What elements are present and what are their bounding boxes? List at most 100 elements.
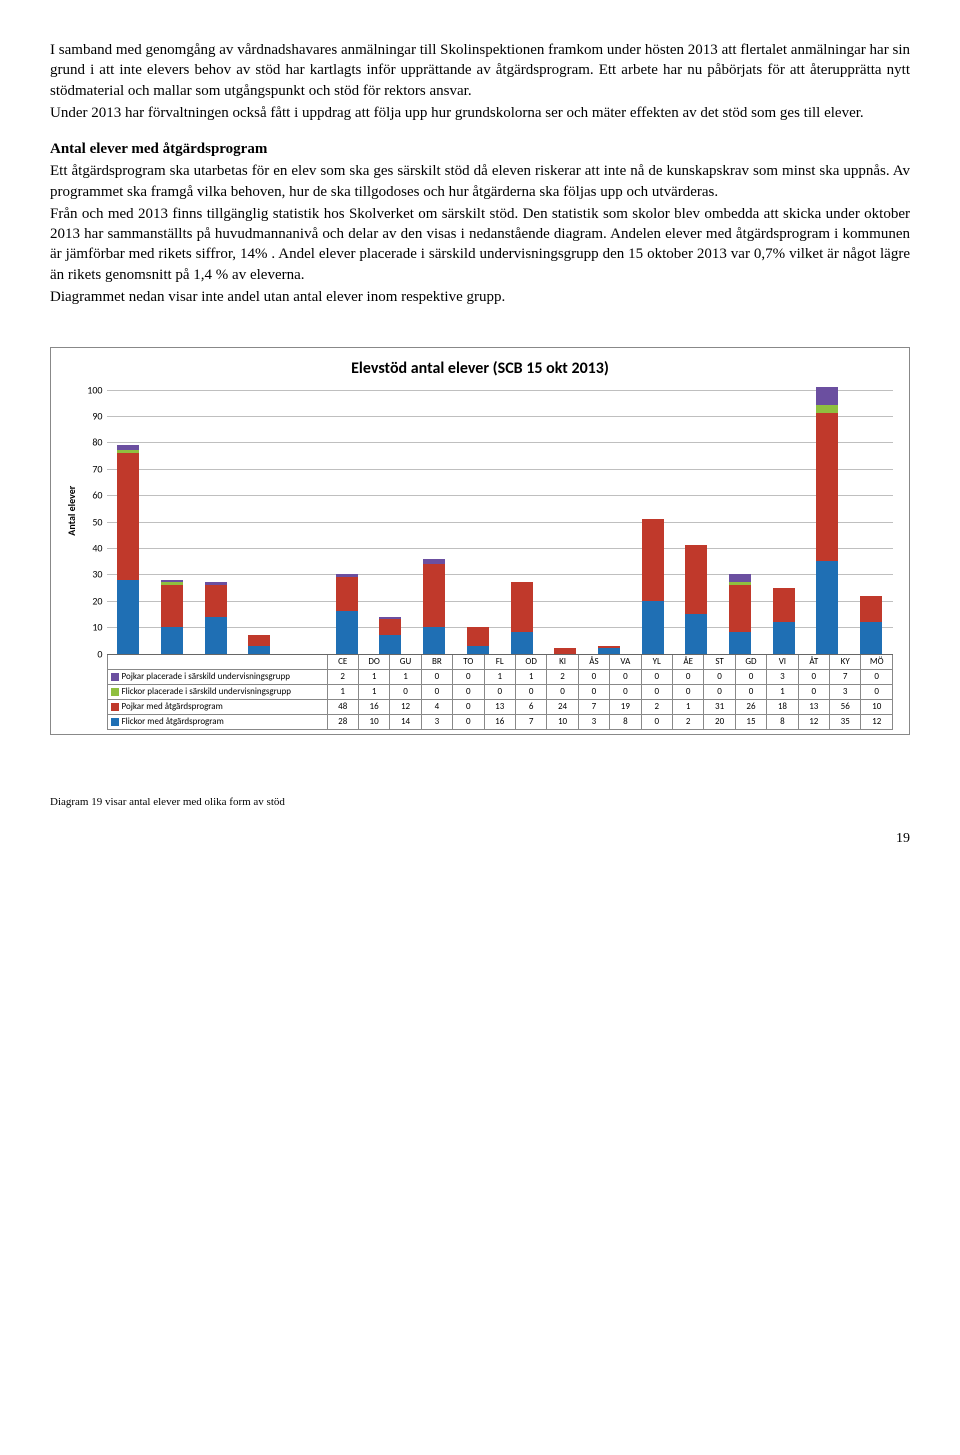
y-axis-label: Antal elever <box>61 390 79 731</box>
table-cell: 0 <box>735 669 766 684</box>
table-cell: 3 <box>767 669 798 684</box>
y-tick-label: 60 <box>81 488 103 502</box>
table-cell: 3 <box>578 715 609 730</box>
y-tick-label: 20 <box>81 594 103 608</box>
bar-segment <box>336 577 358 611</box>
bar-segment <box>685 545 707 614</box>
stacked-bar <box>248 635 270 653</box>
table-cell: 18 <box>767 700 798 715</box>
table-cell: 0 <box>610 684 641 699</box>
bar-slot <box>456 390 500 654</box>
chart-title: Elevstöd antal elever (SCB 15 okt 2013) <box>61 358 899 380</box>
bar-segment <box>467 627 489 645</box>
category-header: TO <box>453 654 484 669</box>
table-cell: 15 <box>735 715 766 730</box>
bar-segment <box>554 648 576 653</box>
y-tick-label: 90 <box>81 409 103 423</box>
table-cell: 10 <box>358 715 389 730</box>
bar-segment <box>685 614 707 654</box>
table-cell: 26 <box>735 700 766 715</box>
table-cell: 0 <box>547 684 578 699</box>
table-cell: 0 <box>578 669 609 684</box>
category-header: OD <box>515 654 546 669</box>
table-cell: 13 <box>484 700 515 715</box>
table-cell: 0 <box>641 669 672 684</box>
table-cell: 0 <box>641 684 672 699</box>
bar-slot <box>281 390 325 654</box>
category-header: BR <box>421 654 452 669</box>
table-cell: 16 <box>358 700 389 715</box>
bar-segment <box>729 574 751 582</box>
bar-segment <box>511 582 533 632</box>
stacked-bar <box>773 588 795 654</box>
table-cell: 0 <box>735 684 766 699</box>
table-cell: 0 <box>421 669 452 684</box>
bar-segment <box>248 646 270 654</box>
bar-segment <box>423 627 445 653</box>
table-cell: 0 <box>610 669 641 684</box>
y-tick-label: 70 <box>81 462 103 476</box>
table-cell: 0 <box>641 715 672 730</box>
chart-caption: Diagram 19 visar antal elever med olika … <box>50 795 910 810</box>
table-cell: 0 <box>861 684 893 699</box>
table-cell: 0 <box>421 684 452 699</box>
paragraph: Ett åtgärdsprogram ska utarbetas för en … <box>50 161 910 202</box>
table-cell: 0 <box>453 700 484 715</box>
table-cell: 19 <box>610 700 641 715</box>
table-cell: 1 <box>358 669 389 684</box>
table-cell: 0 <box>453 715 484 730</box>
bar-segment <box>642 601 664 654</box>
series-label: Flickor placerade i särskild undervisnin… <box>107 684 327 699</box>
bar-slot <box>762 390 806 654</box>
series-label: Pojkar placerade i särskild undervisning… <box>107 669 327 684</box>
table-cell: 13 <box>798 700 829 715</box>
section-heading: Antal elever med åtgärdsprogram <box>50 139 910 159</box>
series-label: Pojkar med åtgärdsprogram <box>107 700 327 715</box>
chart-data-table: CEDOGUBRTOFLODKIÅSVAYLÅESTGDVIÅTKYMÖPojk… <box>107 654 894 731</box>
table-cell: 0 <box>704 684 735 699</box>
stacked-bar <box>205 582 227 653</box>
table-cell: 24 <box>547 700 578 715</box>
bar-slot <box>412 390 456 654</box>
legend-swatch <box>111 673 119 681</box>
bar-segment <box>642 519 664 601</box>
table-cell: 3 <box>830 684 861 699</box>
table-cell: 12 <box>798 715 829 730</box>
stacked-bar <box>554 648 576 653</box>
table-cell: 2 <box>672 715 703 730</box>
table-cell: 0 <box>672 669 703 684</box>
table-cell: 7 <box>830 669 861 684</box>
page-number: 19 <box>50 830 910 849</box>
table-cell: 4 <box>421 700 452 715</box>
stacked-bar <box>423 559 445 654</box>
stacked-bar <box>117 445 139 654</box>
y-tick-label: 10 <box>81 620 103 634</box>
table-cell: 2 <box>547 669 578 684</box>
bar-segment <box>816 387 838 405</box>
stacked-bar <box>161 580 183 654</box>
bar-segment <box>467 646 489 654</box>
bar-segment <box>423 564 445 627</box>
y-tick-label: 40 <box>81 541 103 555</box>
table-cell: 0 <box>484 684 515 699</box>
table-cell: 10 <box>547 715 578 730</box>
chart-container: Elevstöd antal elever (SCB 15 okt 2013) … <box>50 347 910 735</box>
table-cell: 8 <box>610 715 641 730</box>
bar-segment <box>816 413 838 561</box>
paragraph: Under 2013 har förvaltningen också fått … <box>50 103 910 123</box>
stacked-bar <box>598 646 620 654</box>
bar-slot <box>718 390 762 654</box>
category-header: GD <box>735 654 766 669</box>
bar-slot <box>150 390 194 654</box>
stacked-bar <box>685 545 707 653</box>
stacked-bar <box>467 627 489 653</box>
category-header: YL <box>641 654 672 669</box>
category-header: CE <box>327 654 358 669</box>
series-label: Flickor med åtgärdsprogram <box>107 715 327 730</box>
stacked-bar <box>642 519 664 654</box>
paragraph: Diagrammet nedan visar inte andel utan a… <box>50 287 910 307</box>
bar-segment <box>729 632 751 653</box>
bar-slot <box>325 390 369 654</box>
plot-area: 0102030405060708090100 <box>107 390 894 654</box>
table-cell: 3 <box>421 715 452 730</box>
